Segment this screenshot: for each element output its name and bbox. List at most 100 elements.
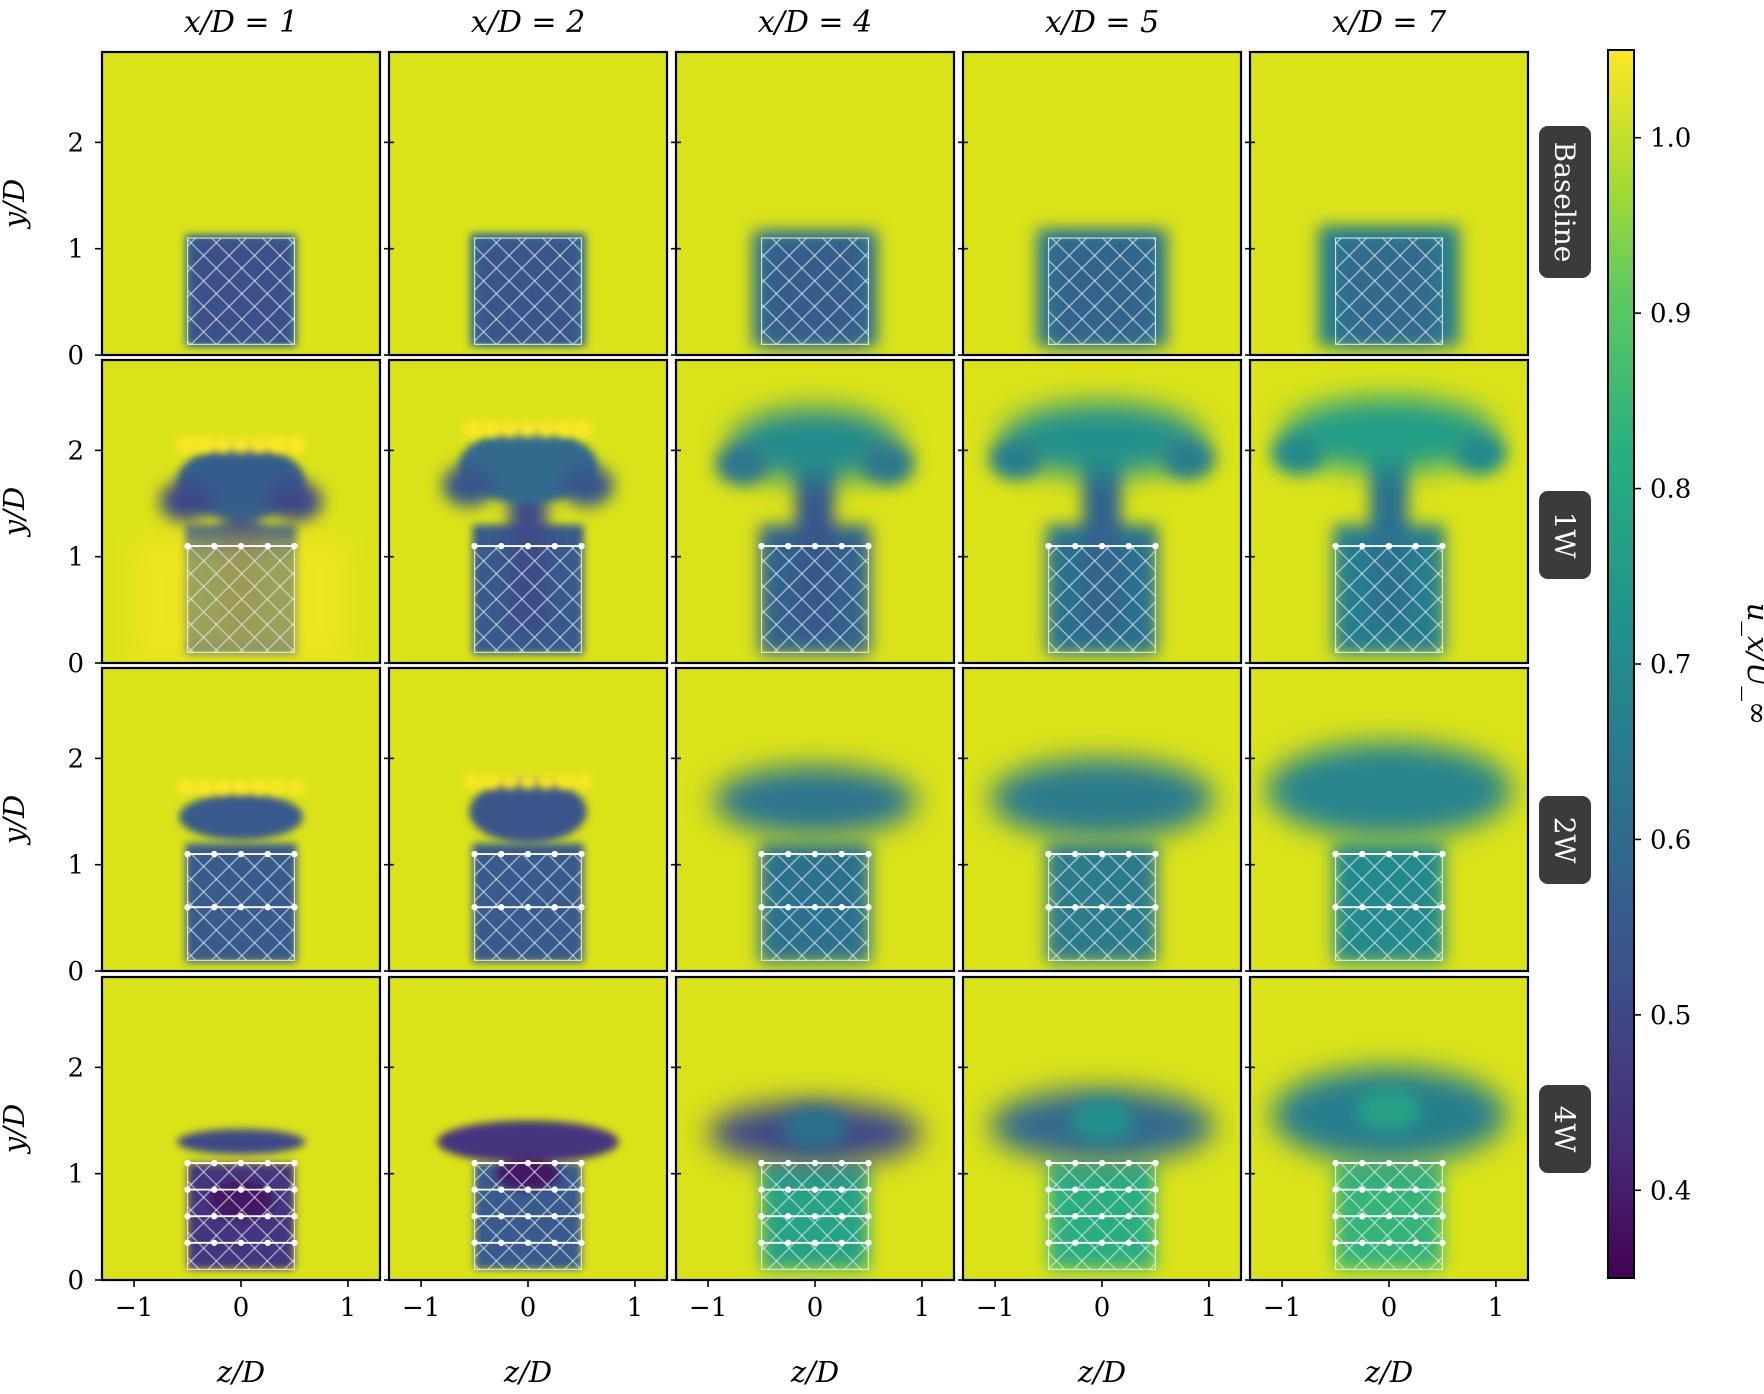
row-badge-label-1w: 1W — [1548, 512, 1581, 559]
rotor-marker — [1072, 1239, 1079, 1246]
rotor-marker — [865, 1239, 872, 1246]
rotor-marker — [1152, 1159, 1159, 1167]
panel-4w-col-5 — [1245, 975, 1530, 1287]
rotor-marker — [865, 850, 872, 858]
shear-layer-bump — [176, 779, 197, 795]
wake-blob — [1282, 397, 1496, 472]
rotor-marker — [524, 904, 532, 911]
rotor-array-box — [1334, 237, 1444, 345]
row-badge — [1539, 1085, 1591, 1173]
panel-4w-col-2 — [384, 975, 669, 1287]
rotor-marker — [785, 1213, 792, 1220]
rotor-marker — [758, 1213, 765, 1220]
rotor-marker — [1332, 1239, 1339, 1246]
rotor-marker — [291, 904, 298, 911]
colorbar-tick-label: 1.0 — [1650, 124, 1691, 154]
rotor-marker — [838, 542, 845, 550]
wake-blob — [178, 793, 304, 841]
shear-layer-bump — [463, 774, 484, 790]
rotor-marker — [471, 542, 478, 550]
rotor-marker — [184, 1186, 191, 1193]
rotor-marker — [1072, 1213, 1079, 1220]
shear-layer-bump — [248, 436, 270, 454]
rotor-marker — [471, 904, 478, 911]
rotor-marker — [1152, 1186, 1159, 1193]
shear-layer-bump — [499, 420, 521, 438]
panel-1w-col-1 — [95, 358, 382, 665]
colorbar-tick-label: 0.5 — [1650, 1001, 1691, 1031]
colorbar-gradient — [1607, 49, 1635, 1279]
rotor-marker — [1412, 1239, 1419, 1246]
rotor-marker — [1098, 1159, 1106, 1167]
panel-field — [389, 52, 667, 355]
rotor-marker — [1098, 1239, 1106, 1246]
rotor-marker — [1125, 1213, 1132, 1220]
rotor-array-box — [760, 545, 870, 653]
x-tick-label: −1 — [115, 1293, 153, 1323]
panel-frame — [674, 666, 956, 973]
rotor-marker — [785, 1159, 792, 1167]
colorbar-label: u_x/U_∞ — [1740, 603, 1764, 725]
rotor-marker — [1439, 1239, 1446, 1246]
row-badge — [1539, 491, 1591, 579]
rotor-marker — [578, 1239, 585, 1246]
column-title: x/D = 5 — [1045, 5, 1159, 40]
panel-frame — [961, 358, 1243, 665]
rotor-marker — [1412, 542, 1419, 550]
x-tick-label: −1 — [976, 1293, 1014, 1323]
panel-2w-col-3 — [671, 666, 956, 973]
rotor-array-box — [473, 545, 583, 653]
rotor-marker — [1098, 850, 1106, 858]
shear-layer-bump — [554, 774, 574, 790]
rotor-marker — [291, 1213, 298, 1220]
rotor-marker — [211, 1239, 218, 1246]
rotor-marker — [758, 1159, 765, 1167]
rotor-array-box — [1047, 237, 1157, 345]
panel-frame — [1248, 50, 1530, 357]
rotor-marker — [811, 1239, 819, 1246]
rotor-marker — [291, 1186, 298, 1193]
shear-layer-bump — [480, 420, 503, 438]
panel-frame — [387, 666, 669, 973]
rotor-marker — [264, 542, 271, 550]
shear-layer-bump — [500, 774, 520, 790]
panel-field — [676, 52, 954, 355]
panel-field — [389, 668, 667, 971]
rotor-marker — [785, 850, 792, 858]
wake-blob — [715, 442, 770, 486]
y-tick-label: 1 — [67, 235, 84, 265]
rotor-marker — [865, 542, 872, 550]
wake-center-recovery — [1356, 1088, 1422, 1132]
panel-4w-col-1 — [95, 975, 382, 1287]
y-axis-label: y/D — [0, 795, 31, 846]
row-badge-label-2w: 2W — [1548, 817, 1581, 864]
rotor-marker — [758, 1239, 765, 1246]
colorbar-tick-label: 0.4 — [1650, 1176, 1691, 1206]
rotor-marker — [291, 1159, 298, 1167]
rotor-marker — [1098, 904, 1106, 911]
y-tick-label: 2 — [67, 128, 84, 158]
panel-field — [963, 977, 1241, 1280]
rotor-marker — [471, 1239, 478, 1246]
panel-1w-col-3 — [671, 358, 956, 665]
column-title: x/D = 2 — [471, 5, 585, 40]
shear-layer-bump — [266, 436, 289, 454]
rotor-marker — [1152, 1213, 1159, 1220]
y-tick-label: 1 — [67, 851, 84, 881]
panel-frame — [961, 50, 1243, 357]
rotor-marker — [1332, 1186, 1339, 1193]
rotor-marker — [498, 904, 505, 911]
rotor-marker — [1098, 1186, 1106, 1193]
rotor-marker — [264, 850, 271, 858]
shear-layer-bump — [462, 420, 485, 438]
x-tick-label: 0 — [807, 1293, 824, 1323]
shear-layer-bump — [213, 779, 233, 795]
rotor-marker — [785, 1239, 792, 1246]
wake-blob — [989, 758, 1215, 840]
panel-field — [963, 360, 1241, 663]
shear-layer-bump — [284, 436, 307, 454]
panel-2w-col-5 — [1245, 666, 1530, 973]
rotor-marker — [1385, 1213, 1393, 1220]
rotor-marker — [838, 1239, 845, 1246]
panel-frame — [674, 358, 956, 665]
